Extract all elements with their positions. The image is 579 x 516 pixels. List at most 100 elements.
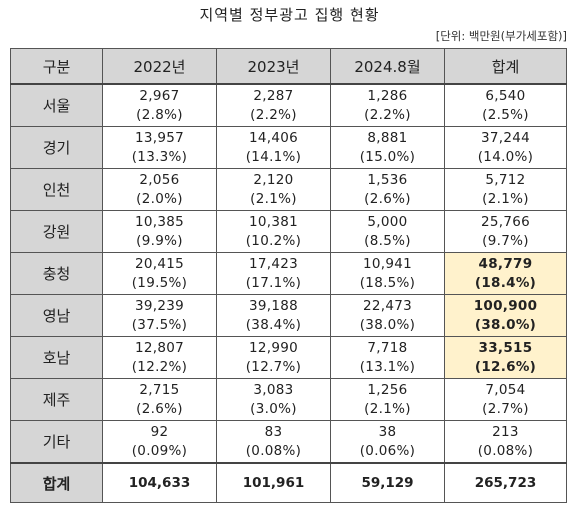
region-label: 강원 [10, 210, 103, 253]
share: (17.1%) [245, 274, 302, 291]
share: (12.6%) [474, 358, 537, 375]
share: (2.6%) [364, 190, 411, 207]
total-2023: 101,961 [216, 462, 331, 503]
region-label: 서울 [10, 83, 103, 127]
amount: 6,540 [485, 87, 526, 104]
table-row: 충청 20,415 (19.5%) 17,423 (17.1%) 10,941 (18… [10, 252, 567, 295]
share: (18.5%) [359, 274, 416, 291]
share: (2.6%) [136, 400, 183, 417]
total-cell: 25,766 (9.7%) [444, 210, 567, 253]
value-cell: 2,056 (2.0%) [102, 168, 217, 211]
amount: 8,881 [367, 129, 408, 146]
value-cell: 1,256 (2.1%) [330, 378, 445, 421]
share: (9.9%) [136, 232, 183, 249]
value-cell: 2,120 (2.1%) [216, 168, 331, 211]
share: (0.08%) [245, 442, 302, 459]
value-cell: 13,957 (13.3%) [102, 126, 217, 169]
header-2024-aug: 2024.8월 [330, 48, 445, 85]
share: (2.2%) [364, 106, 411, 123]
amount: 2,967 [139, 87, 180, 104]
amount: 1,256 [367, 381, 408, 398]
value-cell: 14,406 (14.1%) [216, 126, 331, 169]
value-cell: 39,239 (37.5%) [102, 294, 217, 337]
value-cell: 1,536 (2.6%) [330, 168, 445, 211]
value-cell: 2,967 (2.8%) [102, 83, 217, 127]
share: (19.5%) [131, 274, 188, 291]
amount: 3,083 [253, 381, 294, 398]
region-label: 기타 [10, 420, 103, 464]
share: (2.2%) [250, 106, 297, 123]
value-cell: 12,990 (12.7%) [216, 336, 331, 379]
share: (15.0%) [359, 148, 416, 165]
unit-note: [단위: 백만원(부가세포함)] [435, 29, 567, 43]
amount: 10,385 [134, 213, 185, 230]
value-cell: 8,881 (15.0%) [330, 126, 445, 169]
amount: 25,766 [480, 213, 531, 230]
highlighted-total-cell: 100,900 (38.0%) [444, 294, 567, 337]
value-cell: 39,188 (38.4%) [216, 294, 331, 337]
total-2022: 104,633 [102, 462, 217, 503]
value-cell: 10,941 (18.5%) [330, 252, 445, 295]
region-label: 인천 [10, 168, 103, 211]
amount: 83 [264, 423, 283, 440]
share: (38.0%) [474, 316, 537, 333]
value-cell: 10,381 (10.2%) [216, 210, 331, 253]
total-cell: 37,244 (14.0%) [444, 126, 567, 169]
share: (2.1%) [364, 400, 411, 417]
amount: 33,515 [478, 339, 533, 356]
amount: 20,415 [134, 255, 185, 272]
amount: 2,287 [253, 87, 294, 104]
share: (37.5%) [131, 316, 188, 333]
value-cell: 3,083 (3.0%) [216, 378, 331, 421]
value-cell: 2,715 (2.6%) [102, 378, 217, 421]
total-cell: 5,712 (2.1%) [444, 168, 567, 211]
amount: 92 [150, 423, 169, 440]
header-total: 합계 [444, 48, 567, 85]
share: (2.7%) [482, 400, 529, 417]
value-cell: 12,807 (12.2%) [102, 336, 217, 379]
amount: 48,779 [478, 255, 533, 272]
value-cell: 22,473 (38.0%) [330, 294, 445, 337]
amount: 2,715 [139, 381, 180, 398]
value-cell: 7,718 (13.1%) [330, 336, 445, 379]
table-row: 기타 92 (0.09%) 83 (0.08%) 38 (0.06%) 213 (0.0… [10, 420, 567, 464]
amount: 10,941 [362, 255, 413, 272]
amount: 5,000 [367, 213, 408, 230]
share: (12.2%) [131, 358, 188, 375]
amount: 2,120 [253, 171, 294, 188]
share: (10.2%) [245, 232, 302, 249]
value-cell: 92 (0.09%) [102, 420, 217, 464]
value-cell: 20,415 (19.5%) [102, 252, 217, 295]
region-label: 충청 [10, 252, 103, 295]
header-category: 구분 [10, 48, 103, 85]
value-cell: 38 (0.06%) [330, 420, 445, 464]
amount: 38 [378, 423, 397, 440]
total-cell: 213 (0.08%) [444, 420, 567, 464]
region-label: 제주 [10, 378, 103, 421]
region-label: 경기 [10, 126, 103, 169]
share: (18.4%) [474, 274, 537, 291]
share: (2.0%) [136, 190, 183, 207]
value-cell: 83 (0.08%) [216, 420, 331, 464]
share: (14.0%) [477, 148, 534, 165]
table-row: 호남 12,807 (12.2%) 12,990 (12.7%) 7,718 (13.… [10, 336, 567, 379]
total-cell: 6,540 (2.5%) [444, 83, 567, 127]
value-cell: 10,385 (9.9%) [102, 210, 217, 253]
total-2024-aug: 59,129 [330, 462, 445, 503]
amount: 12,807 [134, 339, 185, 356]
table-row: 인천 2,056 (2.0%) 2,120 (2.1%) 1,536 (2.6%) 5… [10, 168, 567, 211]
page-title: 지역별 정부광고 집행 현황 [199, 6, 380, 24]
header-2023: 2023년 [216, 48, 331, 85]
share: (0.06%) [359, 442, 416, 459]
amount: 213 [492, 423, 519, 440]
highlighted-total-cell: 33,515 (12.6%) [444, 336, 567, 379]
share: (0.09%) [131, 442, 188, 459]
share: (8.5%) [364, 232, 411, 249]
grand-total: 265,723 [444, 462, 567, 503]
total-cell: 7,054 (2.7%) [444, 378, 567, 421]
share: (3.0%) [250, 400, 297, 417]
amount: 100,900 [473, 297, 538, 314]
table-row: 경기 13,957 (13.3%) 14,406 (14.1%) 8,881 (15.… [10, 126, 567, 169]
amount: 2,056 [139, 171, 180, 188]
share: (14.1%) [245, 148, 302, 165]
